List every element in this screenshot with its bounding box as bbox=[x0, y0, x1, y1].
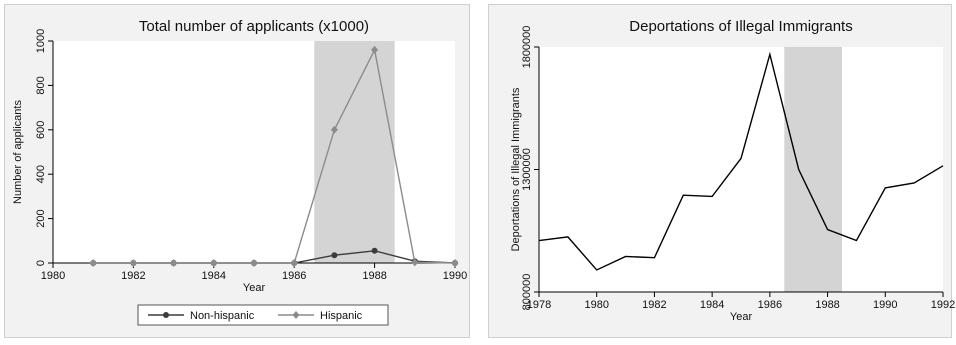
data-point bbox=[451, 259, 459, 267]
legend-marker bbox=[292, 311, 300, 319]
y-tick-label: 600 bbox=[35, 121, 47, 139]
x-tick-label: 1982 bbox=[642, 299, 666, 311]
data-point bbox=[371, 45, 379, 54]
legend-label: Hispanic bbox=[320, 310, 363, 322]
data-point bbox=[371, 247, 378, 254]
legend-box bbox=[137, 304, 389, 326]
y-tick-label: 200 bbox=[35, 209, 47, 227]
y-tick-label: 0 bbox=[35, 260, 47, 266]
y-axis-title: Number of applicants bbox=[12, 100, 24, 204]
y-axis-title: Deportations of Illegal Immigrants bbox=[510, 87, 522, 251]
y-tick-label: 1800000 bbox=[521, 26, 533, 69]
x-tick-label: 1980 bbox=[41, 270, 65, 282]
data-point bbox=[331, 252, 338, 259]
series-line bbox=[93, 47, 456, 264]
deportations-chart: 1978 1980 1982 1984 1986 1988 1990 1992 800000 13… bbox=[510, 18, 955, 323]
data-point bbox=[210, 259, 218, 267]
legend-marker bbox=[163, 312, 169, 318]
x-axis-title: Year bbox=[730, 311, 753, 323]
data-point bbox=[129, 259, 137, 267]
series-line bbox=[538, 51, 944, 271]
x-tick-label: 1978 bbox=[527, 299, 551, 311]
applicants-chart: 1980 1982 1984 1986 1988 1990 0 200 400 600 800 100… bbox=[12, 18, 467, 326]
chart-title: Deportations of Illegal Immigrants bbox=[629, 18, 852, 35]
x-tick-label: 1984 bbox=[202, 270, 226, 282]
data-point bbox=[290, 259, 298, 267]
x-tick-label: 1992 bbox=[931, 299, 955, 311]
x-tick-label: 1982 bbox=[121, 270, 145, 282]
y-tick-label: 1000 bbox=[35, 29, 47, 53]
data-point bbox=[89, 259, 97, 267]
y-tick-label: 400 bbox=[35, 165, 47, 183]
x-tick-label: 1990 bbox=[873, 299, 897, 311]
y-tick-label: 800 bbox=[35, 76, 47, 94]
data-point bbox=[330, 125, 338, 134]
plot-area bbox=[539, 47, 943, 292]
x-tick-label: 1988 bbox=[362, 270, 386, 282]
data-point bbox=[250, 259, 258, 267]
y-tick-label: 800000 bbox=[521, 274, 533, 311]
x-tick-label: 1980 bbox=[584, 299, 608, 311]
x-tick-label: 1990 bbox=[443, 270, 467, 282]
shaded-period bbox=[784, 47, 842, 292]
data-point bbox=[170, 259, 178, 267]
chart-panel-applicants: 1980 1982 1984 1986 1988 1990 0 200 400 600 800 100… bbox=[4, 4, 470, 338]
x-tick-label: 1984 bbox=[700, 299, 724, 311]
x-axis-title: Year bbox=[243, 282, 266, 294]
data-point bbox=[411, 258, 419, 267]
chart-panel-deportations: 1978 1980 1982 1984 1986 1988 1990 1992 800000 13… bbox=[488, 4, 955, 338]
x-tick-label: 1986 bbox=[758, 299, 782, 311]
x-tick-label: 1986 bbox=[282, 270, 306, 282]
shaded-period bbox=[314, 41, 395, 263]
legend-label: Non-hispanic bbox=[190, 310, 255, 322]
chart-title: Total number of applicants (x1000) bbox=[139, 18, 369, 35]
x-tick-label: 1988 bbox=[815, 299, 839, 311]
plot-area bbox=[53, 41, 455, 263]
y-tick-label: 1300000 bbox=[521, 148, 533, 191]
